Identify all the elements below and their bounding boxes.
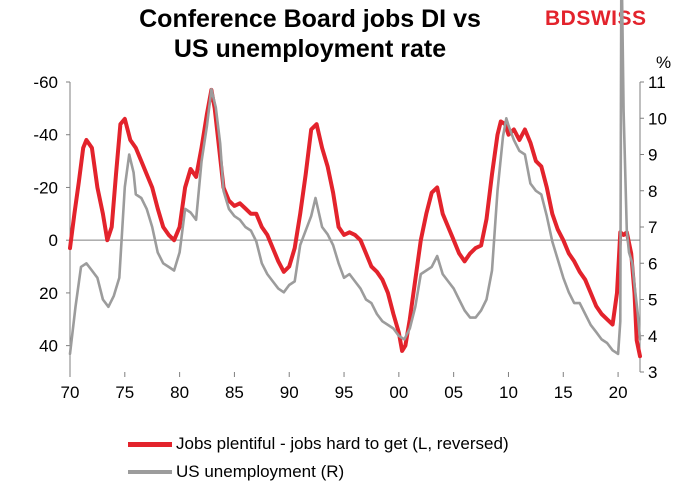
legend-swatch-red [128, 441, 172, 447]
left-tick-label: 40 [39, 337, 58, 356]
x-tick-label: 10 [499, 383, 518, 402]
right-tick-label: 6 [648, 254, 657, 273]
x-tick-label: 75 [115, 383, 134, 402]
right-tick-label: 9 [648, 146, 657, 165]
x-tick-label: 90 [280, 383, 299, 402]
bdswiss-logo: BDSWISS [545, 7, 647, 31]
series-line-unemployment [68, 0, 642, 356]
right-tick-label: 5 [648, 291, 657, 310]
left-tick-label: -40 [33, 126, 58, 145]
x-tick-label: 95 [335, 383, 354, 402]
legend-item-jobs-di: Jobs plentiful - jobs hard to get (L, re… [128, 430, 509, 458]
legend-label-unemployment: US unemployment (R) [176, 462, 345, 481]
left-tick-label: -60 [33, 73, 58, 92]
legend-item-unemployment: US unemployment (R) [128, 458, 509, 486]
logo-part-swiss: SWISS [576, 7, 647, 30]
x-tick-label: 05 [444, 383, 463, 402]
logo-part-bd: BD [545, 7, 577, 30]
right-tick-label: 4 [648, 327, 657, 346]
x-tick-label: 70 [61, 383, 80, 402]
x-tick-label: 80 [170, 383, 189, 402]
chart-legend: Jobs plentiful - jobs hard to get (L, re… [128, 430, 509, 486]
right-tick-label: 10 [648, 109, 667, 128]
chart-title: Conference Board jobs DI vs US unemploym… [0, 4, 620, 64]
legend-label-jobs-di: Jobs plentiful - jobs hard to get (L, re… [176, 434, 509, 453]
right-tick-label: 7 [648, 218, 657, 237]
chart-title-line1: Conference Board jobs DI vs [139, 5, 481, 33]
chart-title-line2: US unemployment rate [173, 35, 447, 63]
left-tick-label: 20 [39, 284, 58, 303]
right-tick-label: 3 [648, 363, 657, 382]
x-tick-label: 85 [225, 383, 244, 402]
legend-swatch-grey [128, 470, 172, 474]
x-tick-label: 00 [389, 383, 408, 402]
x-tick-label: 15 [554, 383, 573, 402]
x-tick-label: 20 [609, 383, 628, 402]
left-tick-label: 0 [49, 231, 58, 250]
series-line-jobs-di [68, 87, 642, 359]
right-axis-unit: % [656, 53, 671, 72]
right-tick-label: 11 [648, 73, 666, 92]
right-tick-label: 8 [648, 182, 657, 201]
left-tick-label: -20 [33, 178, 58, 197]
